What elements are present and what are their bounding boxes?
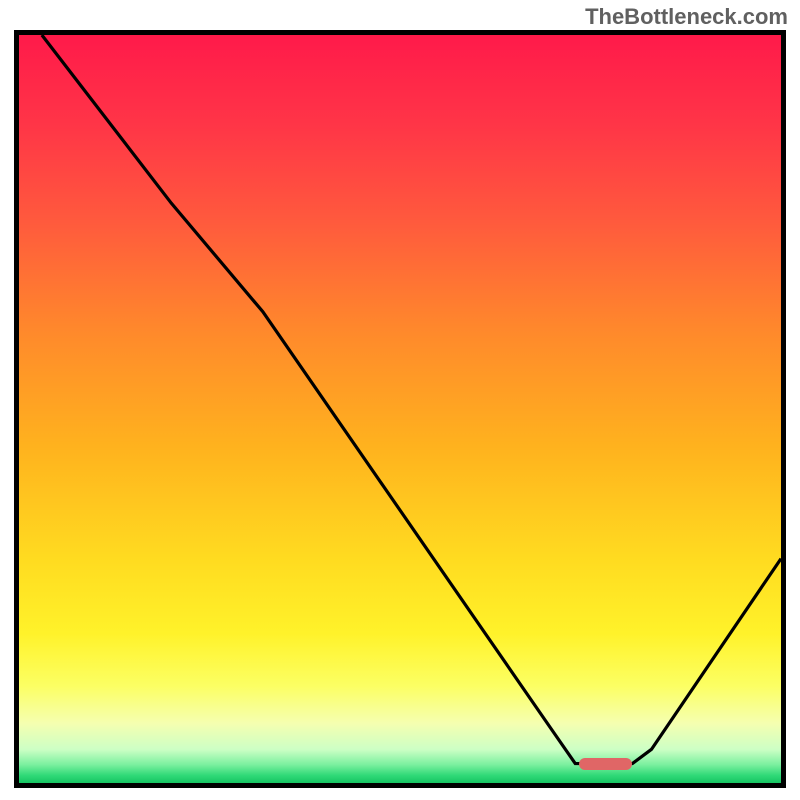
- bottleneck-curve: [19, 35, 781, 783]
- watermark-text: TheBottleneck.com: [585, 4, 788, 30]
- optimal-range-marker: [579, 758, 632, 770]
- plot-area: [14, 30, 786, 788]
- curve-path: [42, 35, 781, 764]
